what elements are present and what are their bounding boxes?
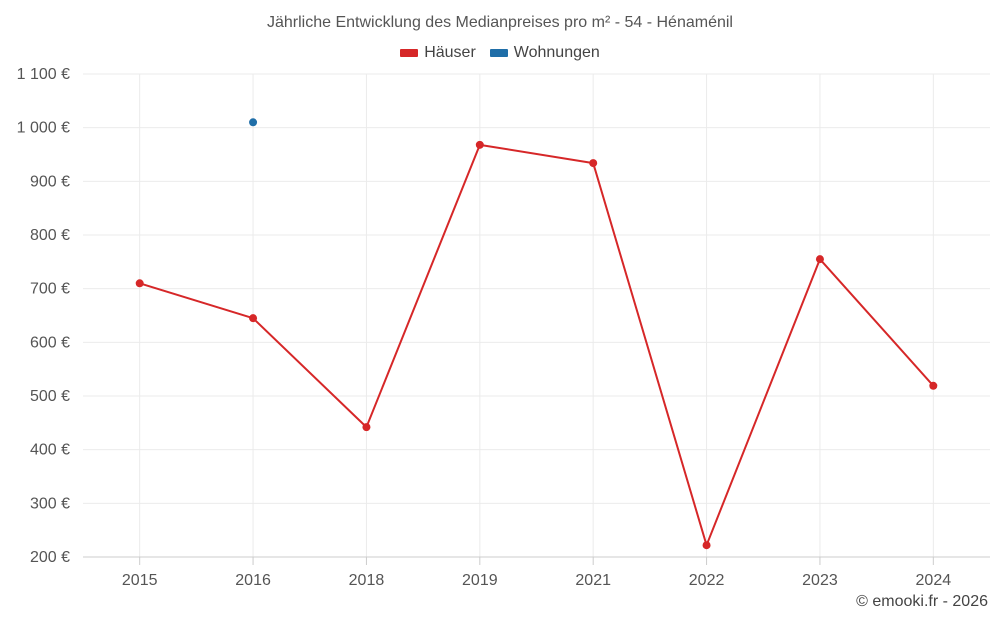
series-line-haeuser: [139, 143, 935, 547]
chart-title: Jährliche Entwicklung des Medianpreises …: [267, 14, 733, 31]
legend-label-wohnungen: Wohnungen: [513, 44, 600, 61]
data-point-haeuser: [135, 279, 144, 288]
data-point-haeuser: [815, 255, 824, 264]
y-tick-label: 500 €: [30, 388, 70, 405]
y-tick-label: 900 €: [30, 173, 70, 190]
legend-label-haeuser: Häuser: [424, 44, 476, 61]
y-tick-label: 1 000 €: [17, 120, 70, 137]
data-point-haeuser: [362, 423, 371, 432]
legend-swatch-haeuser: [400, 49, 419, 57]
data-point-wohnungen: [249, 118, 258, 127]
x-tick-label: 2023: [802, 572, 838, 589]
data-point-haeuser: [475, 140, 484, 149]
credit-text: © emooki.fr - 2026: [856, 593, 988, 610]
x-tick-label: 2024: [916, 572, 952, 589]
data-point-haeuser: [702, 541, 711, 550]
y-tick-label: 1 100 €: [17, 66, 70, 83]
x-tick-label: 2022: [689, 572, 725, 589]
legend-swatch-wohnungen: [489, 49, 508, 57]
x-tick-label: 2016: [235, 572, 271, 589]
y-tick-label: 300 €: [30, 495, 70, 512]
y-tick-label: 600 €: [30, 334, 70, 351]
data-point-haeuser: [249, 314, 258, 323]
y-tick-label: 700 €: [30, 281, 70, 298]
x-tick-label: 2021: [575, 572, 611, 589]
y-tick-label: 400 €: [30, 442, 70, 459]
y-tick-label: 200 €: [30, 549, 70, 566]
legend-item-haeuser[interactable]: Häuser: [400, 44, 476, 62]
legend: Häuser Wohnungen: [0, 44, 1000, 62]
y-tick-label: 800 €: [30, 227, 70, 244]
legend-item-wohnungen[interactable]: Wohnungen: [489, 44, 600, 62]
x-tick-label: 2015: [122, 572, 158, 589]
data-point-haeuser: [589, 159, 598, 168]
x-tick-label: 2018: [349, 572, 385, 589]
data-point-haeuser: [929, 381, 938, 390]
x-tick-label: 2019: [462, 572, 498, 589]
